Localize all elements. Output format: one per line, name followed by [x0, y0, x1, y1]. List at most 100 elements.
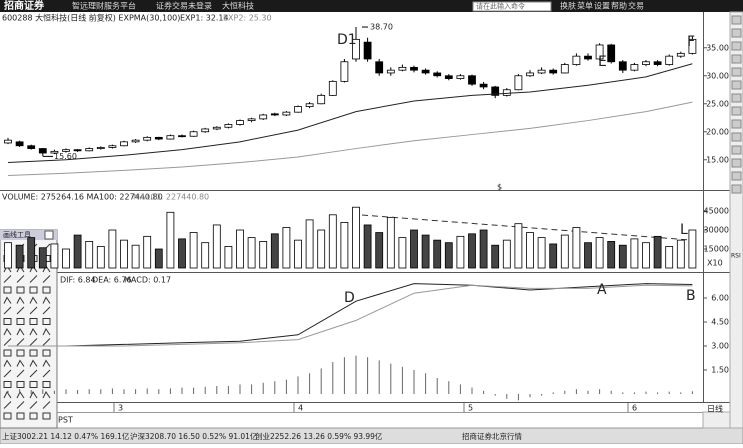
tool-icon[interactable]	[42, 391, 51, 399]
tool-icon[interactable]	[29, 359, 38, 367]
tool-icon[interactable]	[29, 412, 38, 420]
tool-icon[interactable]	[29, 381, 38, 388]
tool-icon[interactable]	[29, 369, 38, 378]
tool-icon[interactable]	[42, 296, 51, 304]
candle-body	[665, 55, 674, 65]
tool-icon[interactable]	[16, 381, 25, 388]
side-icon[interactable]	[731, 158, 742, 168]
tool-icon[interactable]	[16, 338, 25, 346]
volume-bar	[212, 224, 221, 269]
tool-icon[interactable]	[42, 369, 51, 378]
side-icon[interactable]	[731, 106, 742, 116]
tool-icon[interactable]	[16, 349, 25, 357]
login-status[interactable]: 证券交易未登录	[156, 1, 212, 11]
tool-icon[interactable]	[3, 338, 12, 346]
tool-icon[interactable]	[29, 318, 38, 325]
tool-icon[interactable]	[16, 318, 25, 325]
side-icon[interactable]	[731, 41, 742, 51]
tool-icon[interactable]	[42, 381, 51, 388]
volume-bar	[294, 239, 302, 269]
side-icon[interactable]	[731, 119, 742, 129]
tool-icon[interactable]	[3, 275, 12, 283]
tool-icon[interactable]	[16, 401, 25, 409]
side-icon[interactable]	[731, 132, 742, 142]
tool-icon[interactable]	[16, 306, 25, 315]
tool-icon[interactable]	[3, 296, 12, 304]
side-icon[interactable]	[731, 15, 742, 25]
tool-icon[interactable]	[29, 401, 38, 409]
side-icon[interactable]	[731, 80, 742, 90]
candle-body	[108, 145, 117, 148]
rsi-label[interactable]: RSI	[731, 253, 741, 260]
search-box[interactable]	[472, 1, 552, 12]
close-button[interactable]	[44, 230, 54, 240]
tool-icon[interactable]	[42, 359, 51, 367]
tool-icon[interactable]	[3, 391, 12, 399]
side-icon[interactable]	[731, 28, 742, 38]
tool-icon[interactable]	[29, 328, 38, 336]
tool-icon[interactable]	[29, 286, 38, 294]
tool-icon[interactable]	[29, 306, 38, 315]
side-icon[interactable]	[731, 67, 742, 77]
tool-icon[interactable]	[42, 318, 51, 325]
tool-icon[interactable]	[3, 306, 12, 315]
tool-icon[interactable]	[3, 318, 12, 325]
tool-icon[interactable]	[3, 286, 12, 294]
tool-icon[interactable]	[29, 391, 38, 399]
side-icon[interactable]	[731, 54, 742, 64]
menu-item[interactable]: 菜单	[577, 1, 593, 11]
tool-icon[interactable]	[16, 286, 25, 294]
tool-icon[interactable]	[3, 412, 12, 420]
tool-icon[interactable]	[29, 296, 38, 304]
tool-icon[interactable]	[3, 349, 12, 357]
side-icon[interactable]	[731, 184, 742, 194]
tool-icon[interactable]	[3, 359, 12, 367]
tool-icon[interactable]	[16, 359, 25, 367]
search-placeholder[interactable]: 请在此输入命令	[476, 2, 525, 11]
volume-unit: X10	[707, 259, 723, 268]
candle-body	[62, 149, 70, 152]
tool-icon[interactable]	[42, 401, 51, 409]
candle-body	[50, 150, 59, 154]
candle-body	[502, 89, 511, 96]
tool-icon[interactable]	[3, 381, 12, 388]
tool-icon[interactable]	[29, 349, 38, 357]
menu-item[interactable]: 设置	[594, 1, 610, 11]
side-icon[interactable]	[731, 145, 742, 155]
tool-icon[interactable]	[16, 328, 25, 336]
menu-item[interactable]: 换肤	[560, 1, 576, 11]
period-box[interactable]	[702, 411, 731, 429]
menu-item[interactable]: 帮助	[611, 1, 627, 11]
tool-icon[interactable]	[42, 349, 51, 357]
tool-icon[interactable]	[42, 286, 51, 294]
high-label: 38.70	[370, 23, 393, 32]
period-label[interactable]: 日线	[707, 404, 723, 414]
side-icon[interactable]	[731, 171, 742, 181]
candle-body	[143, 136, 152, 141]
tool-icon[interactable]	[16, 296, 25, 304]
dea-line	[8, 284, 693, 347]
side-icon[interactable]	[731, 93, 742, 103]
volume-bar	[665, 246, 674, 269]
candle-body	[270, 113, 279, 116]
tool-icon[interactable]	[29, 275, 38, 283]
candle-body	[375, 61, 384, 74]
tool-icon[interactable]	[3, 328, 12, 336]
tool-icon[interactable]	[16, 412, 25, 420]
tool-icon[interactable]	[16, 369, 25, 378]
tool-icon[interactable]	[29, 338, 38, 346]
tool-icon[interactable]	[42, 275, 51, 283]
tool-icon[interactable]	[42, 328, 51, 336]
candle-body	[363, 41, 372, 60]
tool-icon[interactable]	[3, 401, 12, 409]
tool-icon[interactable]	[42, 306, 51, 315]
candle-body	[688, 38, 697, 54]
tool-icon[interactable]	[42, 338, 51, 346]
tool-icon[interactable]	[42, 412, 51, 420]
trend-line	[361, 214, 691, 241]
candle-body	[340, 61, 349, 82]
tool-icon[interactable]	[16, 275, 25, 283]
status-item: 招商证券北京行情	[462, 431, 522, 441]
tool-icon[interactable]	[3, 369, 12, 378]
menu-item[interactable]: 交易	[628, 1, 644, 11]
